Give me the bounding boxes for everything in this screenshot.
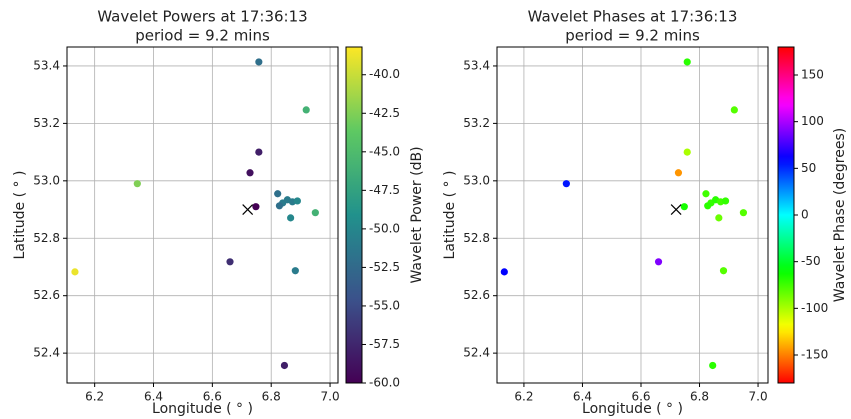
scatter-point [704, 202, 712, 210]
scatter-point [311, 209, 319, 217]
scatter-point [683, 58, 691, 66]
scatter-point [133, 180, 141, 188]
scatter-point [719, 267, 728, 275]
scatter-point [293, 197, 301, 205]
y-tick-label: 53.4 [463, 58, 490, 72]
colorbar-tick-label: -60.0 [369, 376, 400, 390]
scatter-point [715, 214, 723, 222]
y-tick-label: 53.2 [33, 116, 60, 130]
y-tick-label: 53.0 [463, 173, 490, 187]
scatter-point [654, 258, 663, 266]
reference-marker [670, 204, 682, 215]
scatter-point [730, 106, 738, 114]
scatter-point [287, 214, 295, 222]
colorbar-tick-label: 100 [801, 114, 824, 128]
scatter-point [280, 361, 289, 370]
x-tick-label: 6.8 [690, 390, 709, 404]
colorbar-tick-label: 150 [801, 68, 824, 82]
colorbar-tick-label: -100 [801, 301, 828, 315]
scatter-point [275, 202, 284, 210]
scatter-point [739, 209, 748, 217]
x-tick-label: 6.2 [514, 390, 533, 404]
scatter-point [680, 203, 688, 211]
x-tick-label: 6.2 [85, 390, 104, 404]
scatter-point [226, 258, 234, 266]
x-tick-label: 6.6 [203, 390, 222, 404]
colorbar-label: Wavelet Power (dB) [409, 146, 425, 283]
colorbar-tick-label: -50.0 [369, 221, 400, 235]
x-tick-label: 6.6 [631, 390, 650, 404]
scatter-point [255, 148, 263, 156]
y-tick-label: 52.4 [33, 346, 60, 360]
colorbar-tick-label: -52.5 [369, 260, 400, 274]
colorbar-tick-label: -57.5 [369, 337, 400, 351]
y-tick-label: 52.6 [33, 288, 60, 302]
scatter-point [721, 197, 730, 205]
chart-title: Wavelet Powers at 17:36:13 [97, 8, 307, 26]
x-axis-label: Longitude ( ° ) [582, 401, 683, 417]
colorbar-label: Wavelet Phase (degrees) [832, 128, 848, 302]
scatter-point [683, 148, 691, 156]
y-tick-label: 52.6 [463, 288, 490, 302]
y-tick-label: 53.2 [463, 116, 490, 130]
scatter-point [674, 169, 683, 177]
reference-marker [242, 204, 254, 215]
chart-subtitle: period = 9.2 mins [135, 27, 270, 45]
colorbar-tick-label: 50 [801, 161, 816, 175]
y-tick-label: 52.4 [463, 346, 490, 360]
x-tick-label: 6.4 [144, 390, 163, 404]
scatter-point [71, 268, 79, 276]
chart-title: Wavelet Phases at 17:36:13 [528, 8, 738, 26]
scatter-point [246, 169, 254, 177]
scatter-point [302, 106, 310, 114]
y-axis-label: Latitude ( ° ) [12, 171, 28, 260]
scatter-point [709, 361, 717, 370]
colorbar-tick-label: -45.0 [369, 144, 400, 158]
axes-frame [66, 46, 339, 384]
x-tick-label: 6.8 [262, 390, 281, 404]
x-tick-label: 7.0 [321, 390, 340, 404]
x-axis-label: Longitude ( ° ) [152, 401, 253, 417]
scatter-point [500, 268, 508, 276]
colorbar [345, 46, 363, 384]
colorbar-tick-label: -40.0 [369, 67, 400, 81]
colorbar-tick-label: -55.0 [369, 298, 400, 312]
y-tick-label: 52.8 [33, 231, 60, 245]
scatter-point [252, 203, 260, 211]
x-tick-label: 7.0 [749, 390, 768, 404]
colorbar-tick-label: -150 [801, 348, 828, 362]
y-tick-label: 52.8 [463, 231, 490, 245]
colorbar-tick-label: 0 [801, 208, 809, 222]
colorbar [777, 46, 795, 384]
marker-stroke [242, 204, 254, 215]
scatter-point [255, 58, 263, 66]
scatter-point [274, 190, 282, 198]
colorbar-tick-label: -47.5 [369, 183, 400, 197]
y-tick-label: 53.0 [33, 173, 60, 187]
axes-frame [496, 46, 769, 384]
x-tick-label: 6.4 [573, 390, 592, 404]
scatter-point [562, 180, 570, 188]
colorbar-tick-label: -42.5 [369, 106, 400, 120]
marker-stroke [670, 204, 682, 215]
y-axis-label: Latitude ( ° ) [442, 171, 458, 260]
scatter-point [291, 267, 299, 275]
scatter-point [702, 190, 710, 198]
colorbar-tick-label: -50 [801, 254, 821, 268]
chart-subtitle: period = 9.2 mins [565, 27, 700, 45]
y-tick-label: 53.4 [33, 58, 60, 72]
